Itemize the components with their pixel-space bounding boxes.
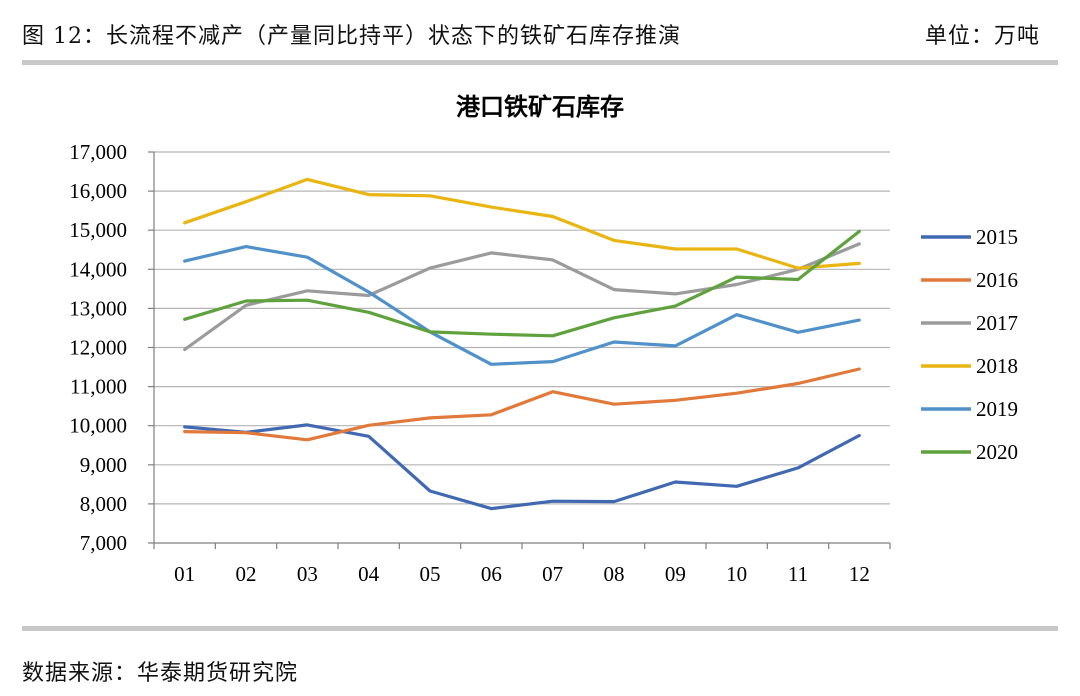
bottom-divider [22,626,1058,631]
x-tick-label: 06 [481,562,502,586]
x-tick-label: 12 [849,562,870,586]
x-tick-label: 09 [665,562,686,586]
y-tick-label: 7,000 [80,531,127,555]
figure-title: 图 12：长流程不减产（产量同比持平）状态下的铁矿石库存推演 [22,24,681,49]
figure-header: 图 12：长流程不减产（产量同比持平）状态下的铁矿石库存推演 单位：万吨 [22,14,1058,49]
x-tick-label: 02 [236,562,257,586]
series-line-2020 [183,229,861,338]
y-tick-label: 17,000 [69,140,127,164]
x-tick-label: 10 [726,562,747,586]
legend-label-2018: 2018 [976,354,1018,378]
legend-label-2020: 2020 [976,440,1018,464]
y-tick-label: 10,000 [69,414,127,438]
chart-title: 港口铁矿石库存 [456,93,624,121]
series-line-2019 [183,245,861,366]
y-tick-label: 11,000 [70,375,127,399]
gridlines [154,151,890,505]
series-line-2017 [183,242,861,352]
legend: 2015 2016 2017 2018 2019 2020 [921,225,1018,464]
series-line-2015 [183,423,861,511]
x-tick-label: 03 [297,562,318,586]
x-tick-label: 04 [358,562,380,586]
y-tick-label: 12,000 [69,336,127,360]
x-tick-label: 08 [604,562,625,586]
series-line-2016 [183,367,861,442]
legend-label-2017: 2017 [976,311,1018,335]
legend-label-2015: 2015 [976,225,1018,249]
top-divider [22,60,1058,65]
x-tick-label: 07 [542,562,563,586]
x-tick-label: 01 [174,562,195,586]
series-lines [183,177,861,511]
legend-label-2016: 2016 [976,268,1018,292]
y-tick-label: 14,000 [69,257,127,281]
figure-source: 数据来源：华泰期货研究院 [22,661,299,686]
y-tick-label: 16,000 [69,179,127,203]
y-axis-ticks: 7,000 8,000 9,000 10,000 11,000 12,000 13,000 1… [69,140,154,555]
x-tick-label: 11 [788,562,808,586]
y-tick-label: 8,000 [80,492,127,516]
series-line-2018 [183,177,861,270]
y-tick-label: 15,000 [69,218,127,242]
y-tick-label: 9,000 [80,453,127,477]
legend-label-2019: 2019 [976,397,1018,421]
figure-unit: 单位：万吨 [924,24,1040,49]
x-axis-ticks: 01 02 03 04 05 06 07 08 09 10 11 12 [153,543,891,586]
x-tick-label: 05 [420,562,441,586]
y-tick-label: 13,000 [69,296,127,320]
line-chart: 港口铁矿石库存 7,000 8,000 9,000 10,000 11,000 12,00… [69,93,1018,586]
